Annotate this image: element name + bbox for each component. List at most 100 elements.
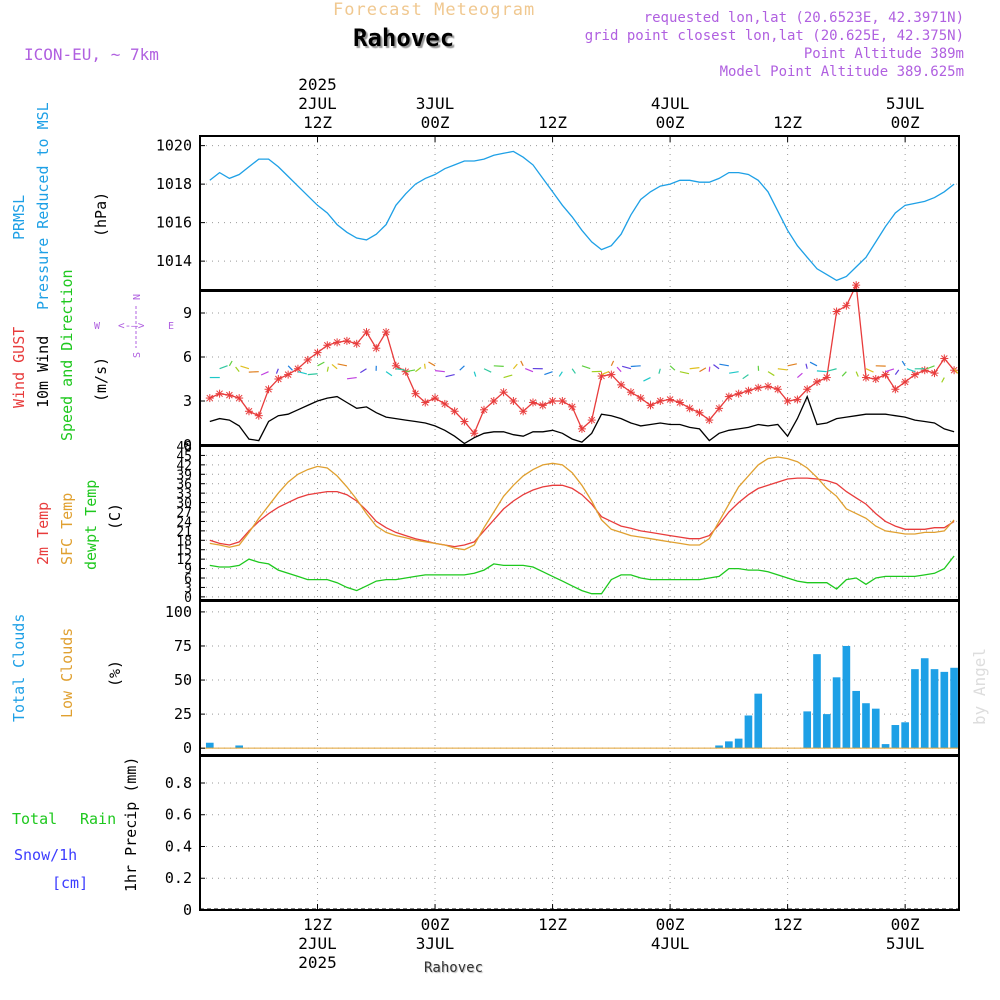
wind-direction-arrow [524,367,534,373]
gust-marker [460,417,469,426]
gust-marker [881,370,890,379]
wind-direction-arrow [307,373,318,376]
y-tick-label: 0 [183,901,192,919]
wind-direction-arrow [679,371,690,375]
wind-direction-arrow [777,368,788,371]
wind-label-gust: Wind GUST [10,327,28,408]
wind-unit: (m/s) [92,357,110,402]
y-tick-label: 75 [174,637,192,655]
temp-panel-labels: 2m Temp SFC Temp dewpt Temp (C) [34,480,124,570]
gust-marker [440,399,449,408]
watermark: by Angel [970,648,989,725]
top-time-label: 00Z [656,113,685,132]
gust-marker [822,373,831,382]
gust-marker [705,416,714,425]
gust-marker [940,354,949,363]
gust-marker [773,385,782,394]
temp-label-dewpt: dewpt Temp [82,480,100,570]
y-tick-label: 0.8 [165,774,192,792]
cloud-bar [822,714,831,749]
wind-direction-arrow [669,365,676,371]
gust-marker [538,401,547,410]
gust-marker [852,281,861,290]
gust-marker [421,398,430,407]
y-tick-label: 0.2 [165,869,192,887]
wind-direction-arrow [616,366,622,373]
location-title: Rahovec [353,24,455,52]
y-tick-label: 39 [176,468,192,483]
gust-marker [783,397,792,405]
gust-marker [480,405,489,414]
wind-direction-arrow [297,371,307,375]
gust-marker [577,424,586,433]
y-tick-label: 1018 [156,175,192,193]
wind-direction-arrow [337,363,348,367]
y-tick-label: 12 [176,553,192,568]
precip-label-rain: Rain [80,810,116,828]
top-time-label: 3JUL [416,94,455,113]
gust-marker [244,407,253,416]
wind-panel-labels: Wind GUST 10m Wind Speed and Direction (… [10,269,174,441]
pressure-label-prmsl: PRMSL [10,195,28,240]
wind-direction-arrow [493,365,504,368]
gust-marker [254,411,263,420]
wind-direction-arrow [901,360,906,367]
wind-direction-arrow [827,368,837,372]
gust-marker [264,385,273,394]
gust-marker [313,348,322,357]
cloud-bar [950,667,958,749]
cloud-bar [920,658,929,749]
series-line-prmsl [209,150,955,282]
wind-direction-arrow [415,366,422,373]
bottom-time-label: 00Z [421,915,450,934]
wind-direction-arrow [385,371,393,377]
wind-direction-arrow [423,363,426,369]
clouds-label-total: Total Clouds [10,614,28,722]
wind-direction-arrow [689,367,700,370]
y-tick-label: 25 [174,705,192,723]
gust-marker [587,416,596,425]
y-tick-label: 0 [183,436,192,454]
model-label: ICON-EU, ~ 7km [24,45,159,64]
cloud-bar [734,738,743,749]
grid-layer [200,136,959,911]
top-time-label: 5JUL [886,94,925,113]
gust-marker [891,385,900,394]
cloud-bar [891,725,900,749]
bottom-time-label: 12Z [773,915,802,934]
y-tick-label: 15 [176,544,192,559]
wind-direction-arrow [287,365,293,371]
gust-marker [910,370,919,379]
wind-direction-arrow [841,371,847,377]
gust-marker [626,388,635,397]
y-tick-label: 6 [183,348,192,366]
gust-marker [871,375,880,383]
wind-direction-arrow [219,365,228,370]
y-tick-label: 1016 [156,214,192,232]
wind-label-speed-dir: Speed and Direction [58,269,76,441]
bottom-time-label: 00Z [891,915,920,934]
compass-n: N [132,294,143,300]
temp-unit: (C) [106,503,124,530]
panel-frame [199,445,960,601]
gust-marker [685,404,694,413]
wind-direction-arrow [405,369,416,373]
cloud-bar [940,671,949,749]
gust-marker [901,377,910,386]
top-time-label: 2025 [298,75,337,94]
gust-marker [293,364,302,373]
wind-direction-arrow [622,365,632,370]
wind-direction-arrow [658,368,661,374]
bottom-time-label: 4JUL [651,934,690,953]
wind-direction-arrow [816,370,827,373]
precip-unit: 1hr Precip (mm) [122,757,140,892]
cloud-bar [744,715,753,749]
top-time-label: 2JUL [298,94,337,113]
gust-marker [303,355,312,364]
gust-marker [675,398,684,407]
top-time-label: 12Z [773,113,802,132]
cloud-bar [725,741,733,749]
cloud-bar [852,690,860,749]
cloud-bar [871,708,880,749]
gust-marker [205,394,214,403]
